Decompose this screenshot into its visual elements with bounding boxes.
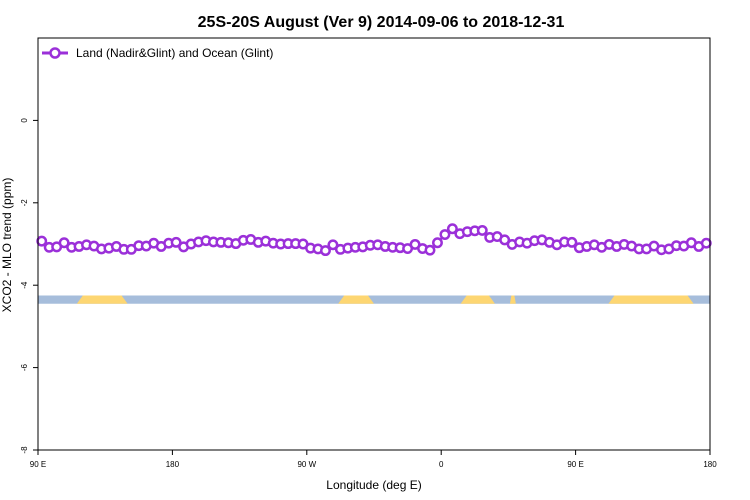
y-axis: 0 -2 -4 -6 -8 bbox=[20, 118, 38, 454]
land-ocean-strip bbox=[38, 295, 710, 304]
x-tick-label: 90 E bbox=[567, 460, 583, 469]
data-point bbox=[439, 229, 451, 240]
x-axis-label: Longitude (deg E) bbox=[326, 478, 421, 492]
x-tick-label: 90 E bbox=[30, 460, 46, 469]
data-point bbox=[320, 245, 331, 257]
y-tick-label: 0 bbox=[20, 118, 29, 123]
data-point bbox=[432, 237, 443, 249]
land-segment bbox=[338, 295, 374, 304]
legend-label: Land (Nadir&Glint) and Ocean (Glint) bbox=[76, 46, 273, 60]
land-segment bbox=[608, 295, 694, 304]
plot-frame bbox=[37, 37, 711, 451]
y-tick-label: -6 bbox=[20, 363, 29, 371]
data-point bbox=[499, 234, 511, 246]
data-point bbox=[58, 237, 70, 249]
land-segment bbox=[76, 295, 128, 304]
chart-title: 25S-20S August (Ver 9) 2014-09-06 to 201… bbox=[198, 14, 565, 31]
legend: Land (Nadir&Glint) and Ocean (Glint) bbox=[42, 46, 273, 60]
legend-marker-swatch bbox=[49, 47, 61, 59]
x-tick-label: 180 bbox=[703, 460, 717, 469]
land-segment bbox=[509, 295, 516, 304]
ocean-band bbox=[38, 295, 710, 304]
x-tick-label: 90 W bbox=[297, 460, 316, 469]
data-point bbox=[170, 236, 182, 248]
land-segment bbox=[460, 295, 495, 304]
x-axis: 90 E 180 90 W 0 90 E 180 bbox=[30, 450, 717, 469]
x-tick-label: 180 bbox=[166, 460, 180, 469]
data-point bbox=[700, 237, 712, 249]
x-tick-label: 0 bbox=[439, 460, 444, 469]
series-layer bbox=[36, 223, 712, 257]
y-tick-label: -8 bbox=[20, 446, 29, 454]
data-point bbox=[327, 239, 339, 251]
y-tick-label: -4 bbox=[20, 281, 29, 289]
y-tick-label: -2 bbox=[20, 199, 29, 207]
data-point bbox=[476, 224, 488, 236]
data-point bbox=[446, 223, 458, 235]
data-point bbox=[424, 244, 436, 256]
data-point bbox=[566, 236, 578, 248]
data-point bbox=[36, 235, 48, 247]
y-axis-label: XCO2 - MLO trend (ppm) bbox=[0, 178, 14, 313]
